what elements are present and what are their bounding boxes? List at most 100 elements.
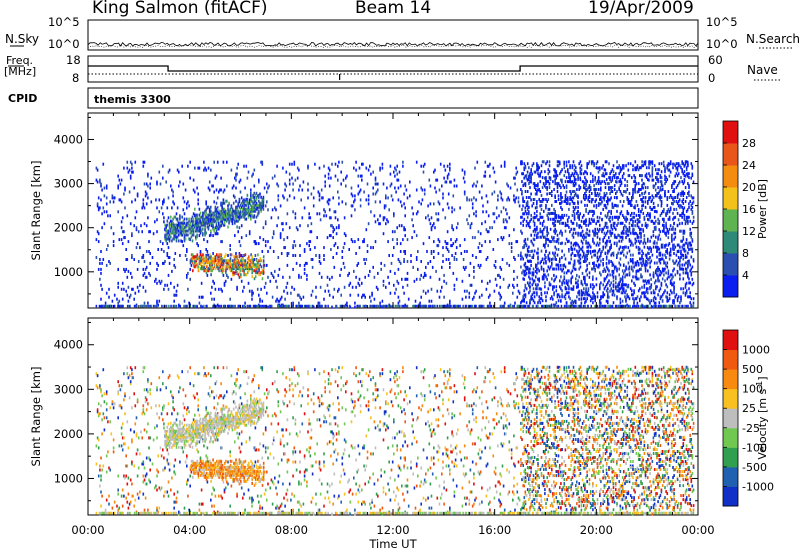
power-point — [431, 224, 434, 228]
power-point — [613, 233, 616, 237]
power-point — [211, 297, 213, 301]
power-point — [637, 220, 640, 224]
power-point — [559, 215, 561, 219]
power-point — [484, 174, 487, 178]
power-point — [179, 223, 181, 227]
power-point — [605, 160, 608, 164]
power-point — [375, 285, 378, 289]
power-point — [404, 228, 406, 232]
power-point — [661, 229, 664, 233]
power-point — [621, 283, 624, 287]
power-point — [168, 168, 171, 172]
power-point — [288, 162, 291, 166]
power-point — [294, 216, 297, 220]
power-point — [644, 305, 647, 309]
power-point — [202, 215, 204, 219]
power-point — [232, 209, 235, 213]
power-point — [621, 231, 624, 235]
power-point — [221, 211, 223, 215]
power-point — [632, 190, 634, 193]
power-point — [299, 244, 301, 248]
power-point — [218, 211, 220, 215]
power-point — [180, 229, 182, 233]
power-point — [420, 273, 422, 277]
power-point — [649, 256, 651, 259]
power-point — [624, 178, 626, 182]
power-point — [605, 265, 608, 269]
power-point — [691, 250, 694, 253]
power-point — [213, 263, 216, 267]
power-point — [554, 196, 556, 199]
power-point — [541, 221, 544, 225]
power-point — [311, 289, 314, 293]
power-point — [612, 285, 615, 289]
power-point — [386, 218, 388, 222]
power-point — [658, 279, 661, 283]
power-point — [148, 240, 150, 244]
power-point — [134, 291, 137, 295]
power-point — [212, 225, 214, 229]
power-point — [513, 228, 515, 232]
power-point — [648, 160, 650, 164]
power-point — [617, 215, 619, 219]
power-point — [274, 174, 276, 178]
power-point — [657, 293, 659, 297]
power-point — [634, 168, 637, 172]
power-point — [618, 172, 620, 176]
power-point — [637, 218, 640, 222]
power-point — [538, 269, 540, 273]
power-point — [259, 201, 261, 205]
power-point — [270, 216, 273, 220]
power-point — [466, 218, 468, 222]
power-point — [536, 271, 538, 275]
power-point — [605, 225, 608, 229]
power-point — [367, 194, 370, 198]
power-point — [526, 253, 529, 257]
power-point — [449, 261, 451, 265]
power-point — [633, 232, 635, 236]
power-point — [612, 271, 615, 275]
power-point — [312, 196, 315, 200]
power-point — [202, 259, 204, 263]
power-point — [469, 261, 472, 265]
power-point — [318, 256, 321, 259]
power-point — [584, 260, 586, 263]
power-point — [656, 269, 658, 273]
power-point — [196, 227, 198, 231]
power-point — [220, 201, 222, 205]
power-point — [591, 217, 593, 221]
power-point — [541, 299, 544, 303]
power-point — [212, 211, 214, 215]
power-point — [223, 223, 226, 227]
power-point — [489, 174, 491, 178]
power-point — [244, 209, 246, 213]
power-point — [539, 230, 541, 234]
power-point — [196, 217, 198, 221]
power-point — [204, 209, 206, 213]
power-point — [459, 206, 461, 210]
power-point — [612, 275, 615, 279]
power-point — [524, 285, 527, 289]
power-point — [620, 168, 623, 172]
power-point — [202, 223, 204, 227]
power-point — [246, 197, 249, 201]
power-point — [235, 213, 237, 217]
power-point — [637, 289, 640, 293]
power-point — [680, 287, 682, 291]
power-point — [279, 204, 282, 208]
power-point — [584, 277, 586, 281]
power-point — [607, 287, 609, 291]
power-point — [668, 227, 671, 231]
power-point — [524, 261, 527, 265]
power-point — [653, 226, 656, 230]
power-point — [651, 168, 654, 172]
power-point — [640, 273, 642, 277]
power-point — [631, 211, 633, 215]
power-point — [637, 261, 640, 265]
power-point — [148, 250, 150, 253]
power-point — [553, 285, 555, 289]
power-point — [256, 203, 259, 207]
power-point — [210, 255, 212, 259]
power-point — [652, 273, 655, 277]
power-point — [691, 277, 694, 281]
